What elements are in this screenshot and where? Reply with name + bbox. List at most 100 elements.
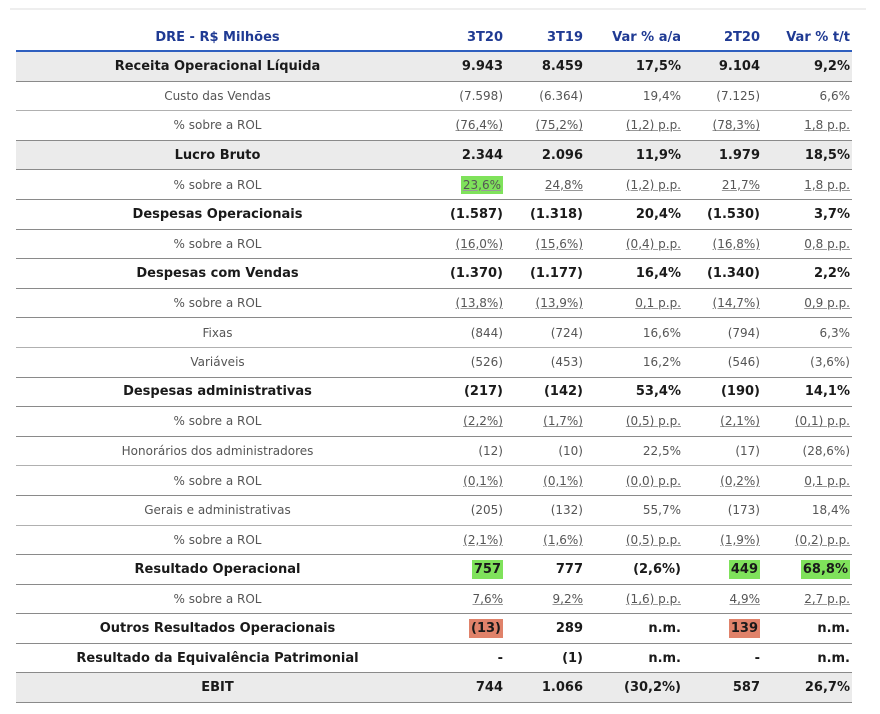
cell-var-tt: 1,8 p.p.: [762, 110, 852, 141]
cell-var-tt: 6,6%: [762, 81, 852, 112]
cell-var-aa: 20,4%: [585, 199, 683, 230]
cell-2t20: (794): [683, 317, 762, 348]
row-label: EBIT: [16, 672, 419, 704]
cell-var-aa: (30,2%): [585, 672, 683, 704]
cell-var-tt: 3,7%: [762, 199, 852, 230]
cell-var-tt: 0,8 p.p.: [762, 229, 852, 260]
top-divider: [10, 8, 866, 10]
cell-3t20: (205): [419, 495, 505, 526]
cell-var-aa: (1,2) p.p.: [585, 169, 683, 200]
row-label: % sobre a ROL: [16, 465, 419, 496]
table-row-despesas-operacionais: Despesas Operacionais (1.587) (1.318) 20…: [16, 199, 852, 230]
cell-var-tt: 14,1%: [762, 377, 852, 408]
cell-3t19: 2.096: [505, 140, 585, 171]
row-label: Outros Resultados Operacionais: [16, 613, 419, 644]
cell-var-tt: 0,9 p.p.: [762, 288, 852, 319]
cell-var-aa: 17,5%: [585, 51, 683, 82]
cell-3t19: (1.318): [505, 199, 585, 230]
cell-3t20: (13): [419, 613, 505, 644]
cell-var-aa: 16,6%: [585, 317, 683, 348]
highlight-green: 68,8%: [800, 559, 850, 579]
row-label: % sobre a ROL: [16, 288, 419, 319]
cell-3t20: (1.370): [419, 258, 505, 289]
header-var-aa: Var % a/a: [585, 24, 683, 52]
cell-2t20: (78,3%): [683, 110, 762, 141]
cell-3t20: (13,8%): [419, 288, 505, 319]
cell-3t19: (132): [505, 495, 585, 526]
table-row: Fixas (844) (724) 16,6% (794) 6,3%: [16, 317, 852, 348]
cell-var-tt: 18,5%: [762, 140, 852, 171]
cell-2t20: (190): [683, 377, 762, 408]
table-row-lucro-bruto: Lucro Bruto 2.344 2.096 11,9% 1.979 18,5…: [16, 140, 852, 171]
table-header-row: DRE - R$ Milhões 3T20 3T19 Var % a/a 2T2…: [16, 24, 852, 52]
header-var-tt: Var % t/t: [762, 24, 852, 52]
cell-2t20: 4,9%: [683, 584, 762, 615]
table-row: % sobre a ROL (2,1%) (1,6%) (0,5) p.p. (…: [16, 525, 852, 556]
cell-2t20: 587: [683, 672, 762, 704]
table-row: % sobre a ROL (13,8%) (13,9%) 0,1 p.p. (…: [16, 288, 852, 319]
table-row: % sobre a ROL (76,4%) (75,2%) (1,2) p.p.…: [16, 110, 852, 141]
cell-3t19: 289: [505, 613, 585, 644]
cell-3t20: 7,6%: [419, 584, 505, 615]
table-row: Gerais e administrativas (205) (132) 55,…: [16, 495, 852, 526]
cell-3t20: (12): [419, 436, 505, 467]
row-label: Honorários dos administradores: [16, 436, 419, 467]
cell-3t19: (724): [505, 317, 585, 348]
cell-3t19: 1.066: [505, 672, 585, 704]
row-label: Receita Operacional Líquida: [16, 51, 419, 82]
table-row-resultado-operacional: Resultado Operacional 757 777 (2,6%) 449…: [16, 554, 852, 585]
cell-3t19: (1,7%): [505, 406, 585, 437]
table-row: Honorários dos administradores (12) (10)…: [16, 436, 852, 467]
row-label: % sobre a ROL: [16, 169, 419, 200]
table-row-ebit: EBIT 744 1.066 (30,2%) 587 26,7%: [16, 672, 852, 704]
cell-2t20: 139: [683, 613, 762, 644]
table-row: Custo das Vendas (7.598) (6.364) 19,4% (…: [16, 81, 852, 112]
cell-3t19: (15,6%): [505, 229, 585, 260]
cell-var-aa: (1,6) p.p.: [585, 584, 683, 615]
cell-3t20: (2,2%): [419, 406, 505, 437]
row-label: Despesas administrativas: [16, 377, 419, 408]
cell-var-aa: 0,1 p.p.: [585, 288, 683, 319]
table-row-despesas-vendas: Despesas com Vendas (1.370) (1.177) 16,4…: [16, 258, 852, 289]
cell-2t20: (0,2%): [683, 465, 762, 496]
highlight-red: (13): [469, 619, 503, 639]
row-label: Lucro Bruto: [16, 140, 419, 171]
cell-3t19: (13,9%): [505, 288, 585, 319]
cell-var-tt: 6,3%: [762, 317, 852, 348]
row-label: % sobre a ROL: [16, 406, 419, 437]
row-label: % sobre a ROL: [16, 525, 419, 556]
cell-var-aa: (0,5) p.p.: [585, 525, 683, 556]
cell-var-aa: (0,4) p.p.: [585, 229, 683, 260]
cell-2t20: (1.530): [683, 199, 762, 230]
cell-3t19: 8.459: [505, 51, 585, 82]
cell-3t19: (75,2%): [505, 110, 585, 141]
cell-3t19: (1.177): [505, 258, 585, 289]
cell-3t19: (0,1%): [505, 465, 585, 496]
highlight-red: 139: [728, 619, 760, 639]
cell-3t20: -: [419, 643, 505, 674]
cell-var-tt: n.m.: [762, 613, 852, 644]
table-row: % sobre a ROL (16,0%) (15,6%) (0,4) p.p.…: [16, 229, 852, 260]
cell-3t20: 744: [419, 672, 505, 704]
cell-var-tt: (28,6%): [762, 436, 852, 467]
cell-var-aa: (2,6%): [585, 554, 683, 585]
cell-var-tt: (0,1) p.p.: [762, 406, 852, 437]
cell-var-aa: (0,5) p.p.: [585, 406, 683, 437]
cell-3t20: 9.943: [419, 51, 505, 82]
row-label: Gerais e administrativas: [16, 495, 419, 526]
cell-3t20: (844): [419, 317, 505, 348]
cell-3t19: (453): [505, 347, 585, 378]
cell-var-tt: 68,8%: [762, 554, 852, 585]
row-label: Resultado da Equivalência Patrimonial: [16, 643, 419, 674]
header-3t19: 3T19: [505, 24, 585, 52]
row-label: % sobre a ROL: [16, 110, 419, 141]
cell-var-tt: 26,7%: [762, 672, 852, 704]
table-row: % sobre a ROL (2,2%) (1,7%) (0,5) p.p. (…: [16, 406, 852, 437]
cell-2t20: (173): [683, 495, 762, 526]
cell-3t20: (2,1%): [419, 525, 505, 556]
cell-3t19: (142): [505, 377, 585, 408]
cell-2t20: 1.979: [683, 140, 762, 171]
cell-var-aa: 53,4%: [585, 377, 683, 408]
cell-3t20: 757: [419, 554, 505, 585]
cell-var-aa: (0,0) p.p.: [585, 465, 683, 496]
